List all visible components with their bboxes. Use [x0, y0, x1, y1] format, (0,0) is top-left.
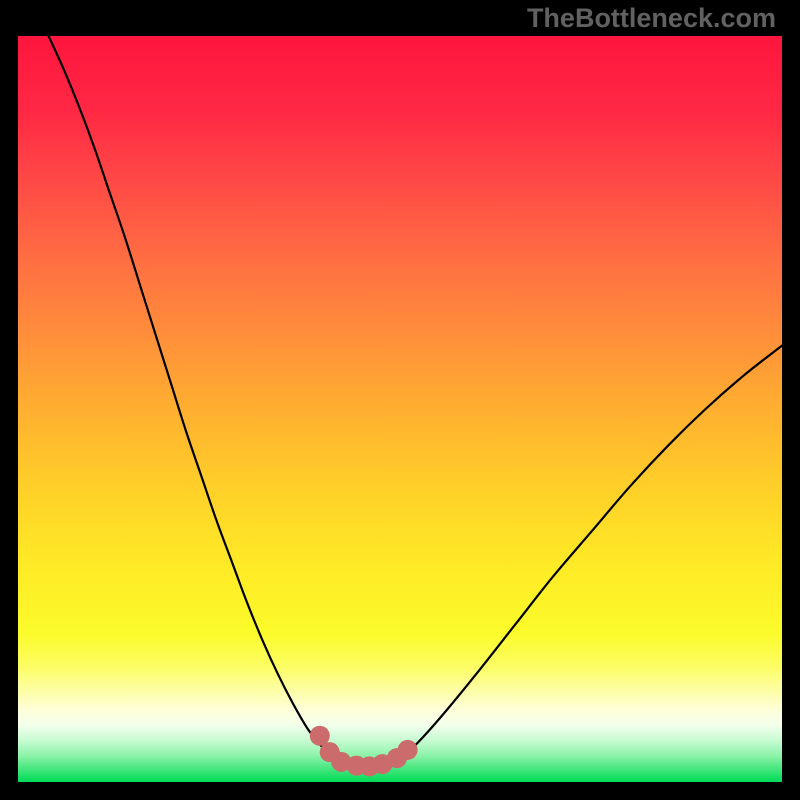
watermark-text: TheBottleneck.com: [527, 3, 776, 34]
curve-marker: [398, 740, 418, 760]
chart-frame: TheBottleneck.com: [0, 0, 800, 800]
chart-svg: [18, 36, 782, 782]
chart-plot-area: [18, 36, 782, 782]
chart-background: [18, 36, 782, 782]
